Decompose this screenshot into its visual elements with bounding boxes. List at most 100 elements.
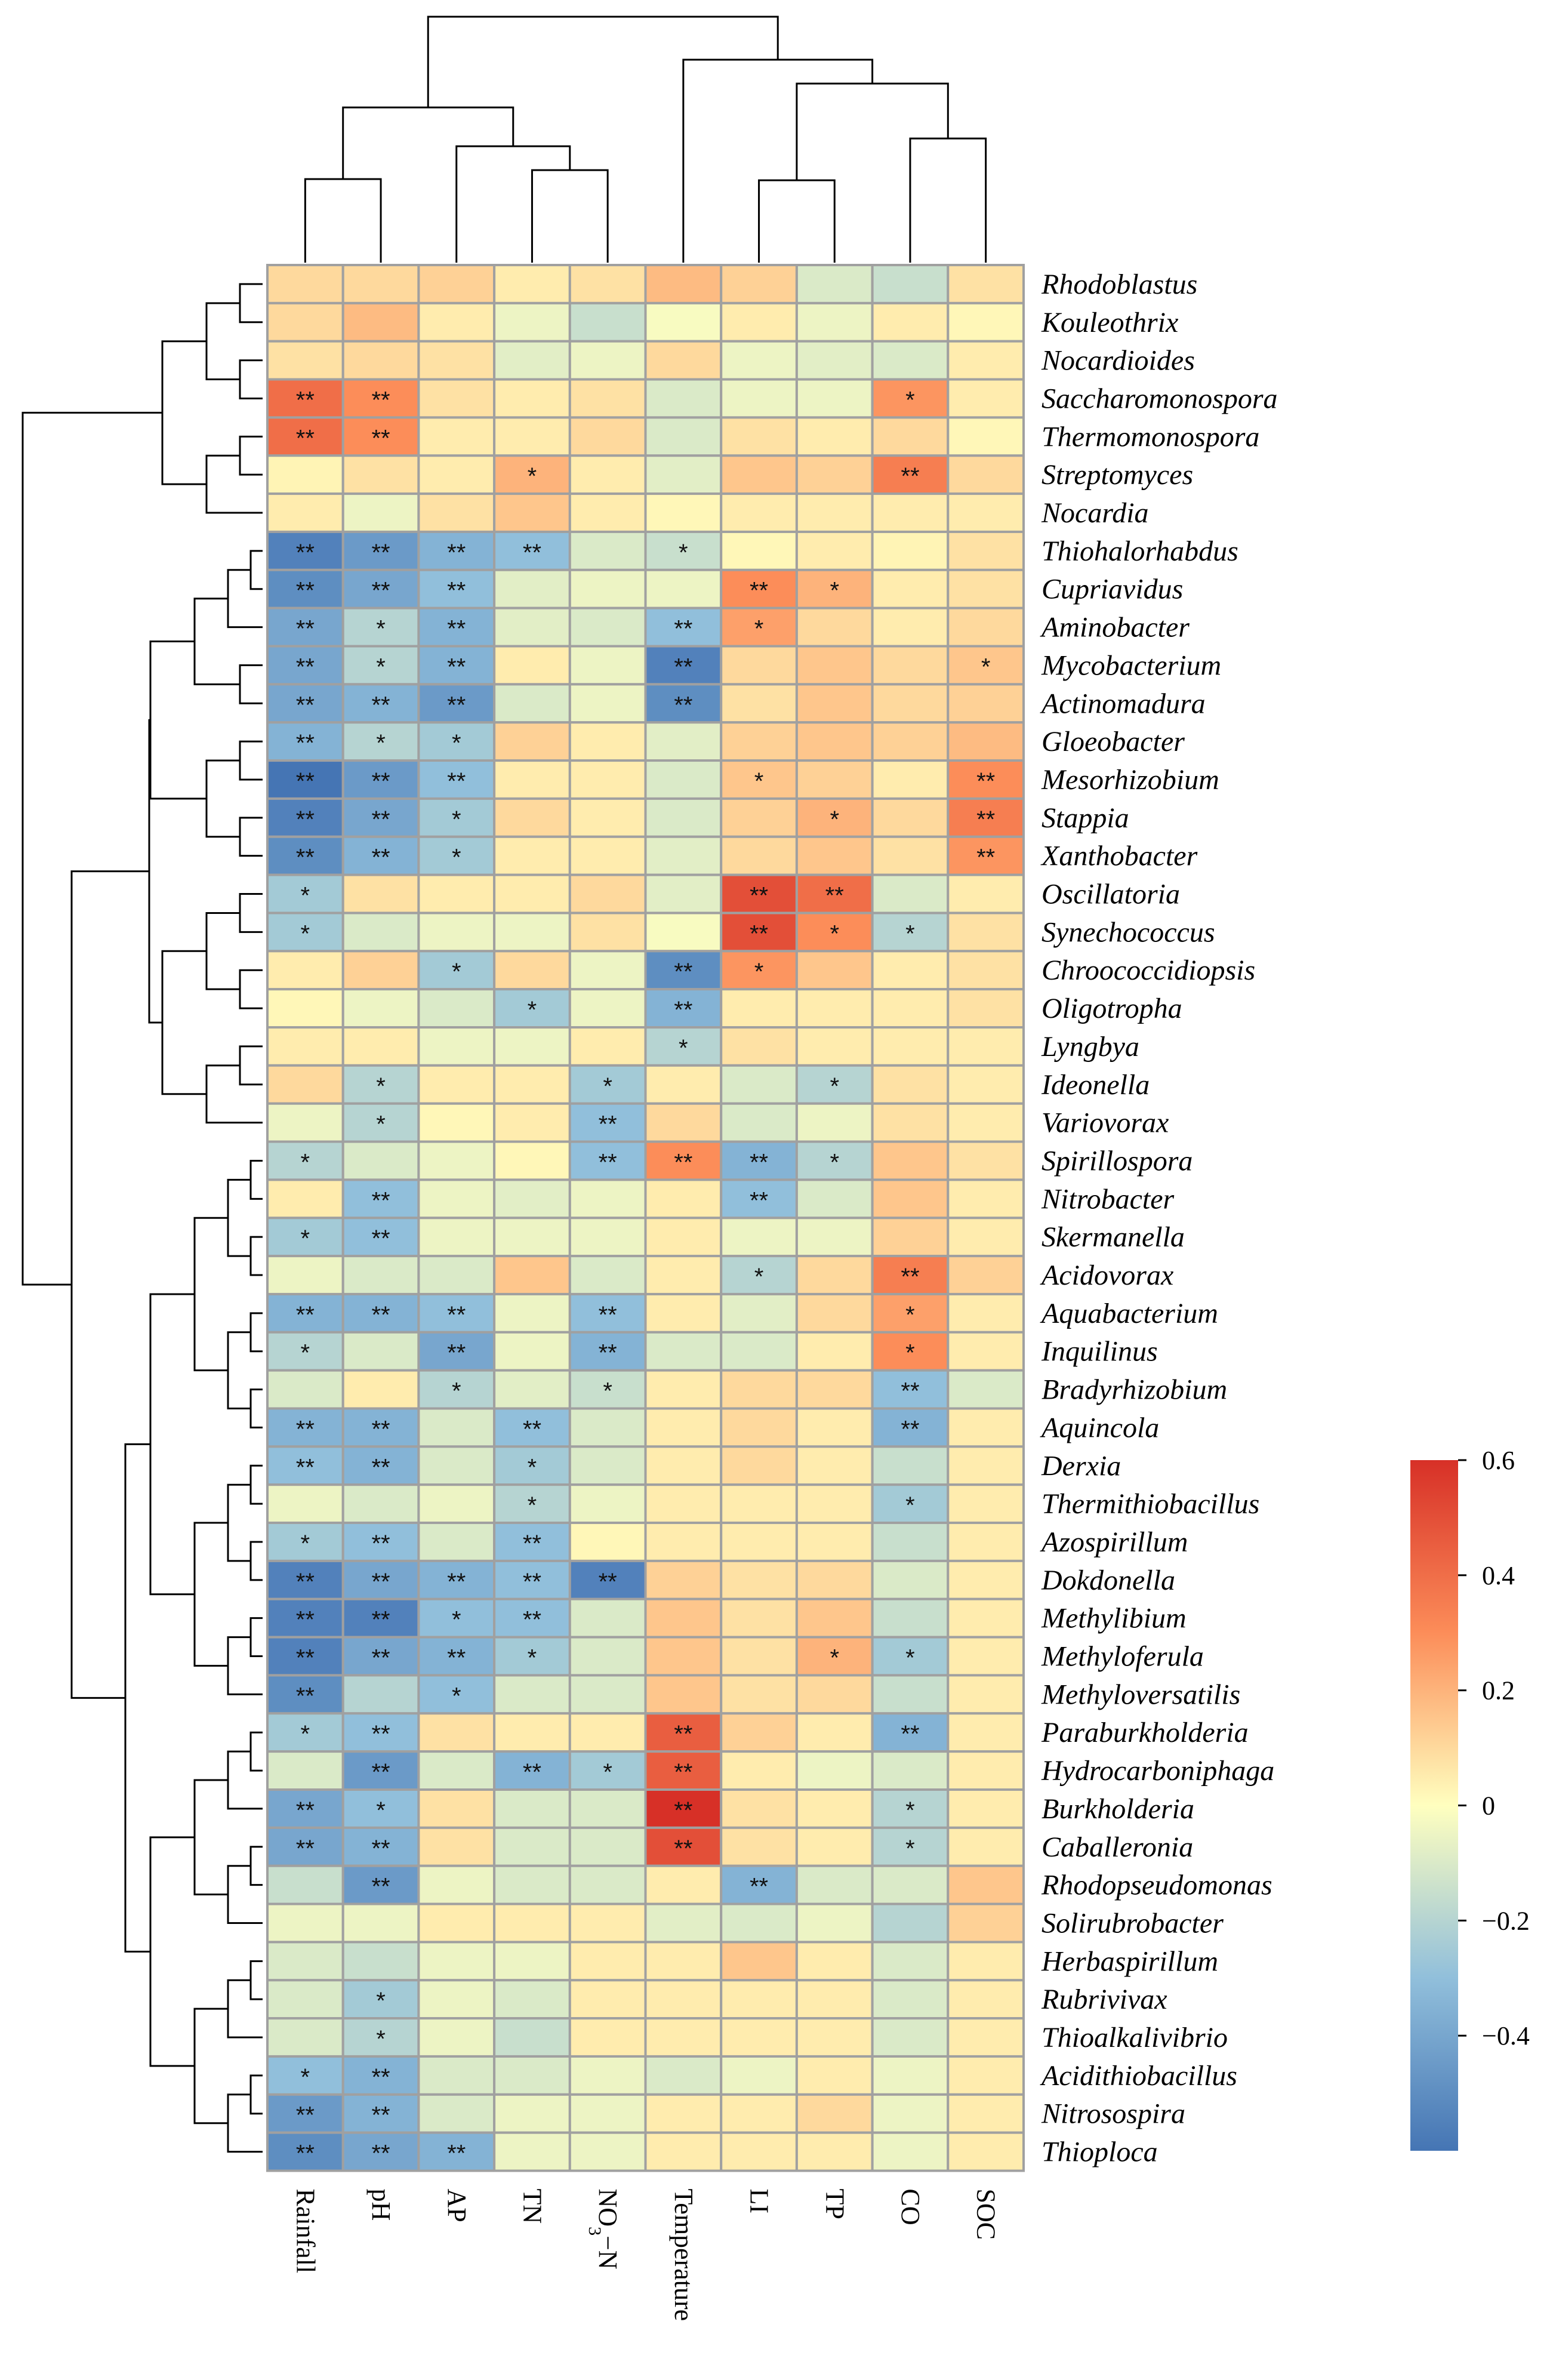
heatmap-cell: [871, 1217, 950, 1258]
row-label: Saccharomonospora: [1042, 383, 1278, 414]
heatmap-cell: [568, 568, 647, 609]
heatmap-cell: [795, 1522, 874, 1562]
significance-mark: *: [905, 920, 915, 947]
significance-mark: *: [452, 959, 461, 985]
heatmap-cell: [568, 1788, 647, 1829]
heatmap-cell: [871, 797, 950, 838]
significance-mark: **: [976, 845, 995, 871]
dendrogram-branch: [239, 1045, 263, 1086]
heatmap-cell: [341, 1255, 420, 1295]
heatmap-cell: [795, 1217, 874, 1258]
heatmap-cell: [795, 797, 874, 838]
heatmap-cell: [341, 721, 420, 762]
dendrogram-branch: [531, 169, 609, 263]
significance-mark: *: [376, 1797, 386, 1824]
significance-mark: **: [296, 425, 315, 451]
column-label: TP: [820, 2189, 849, 2219]
heatmap-cell: [568, 1217, 647, 1258]
heatmap-cell: [266, 1483, 344, 1525]
significance-mark: *: [528, 463, 537, 489]
heatmap-cell: [871, 1674, 950, 1715]
row-label: Stappia: [1042, 802, 1129, 834]
heatmap-cell: [568, 2131, 647, 2172]
heatmap-cell: [341, 2017, 420, 2058]
significance-mark: **: [371, 425, 390, 451]
heatmap-cell: [795, 264, 874, 304]
significance-mark: **: [371, 1302, 390, 1328]
heatmap-cell: [871, 301, 950, 343]
heatmap-cell: [266, 1864, 344, 1905]
heatmap-cell: [568, 1902, 647, 1944]
row-label: Derxia: [1041, 1450, 1121, 1482]
significance-mark: **: [447, 540, 466, 566]
row-label: Hydrocarboniphaga: [1041, 1755, 1274, 1787]
heatmap-cell: [871, 1597, 950, 1639]
dendrogram-branch: [249, 1846, 263, 1886]
dendrogram-branch: [239, 435, 263, 476]
heatmap-cell: [947, 378, 1025, 419]
heatmap-cell: [644, 1407, 723, 1448]
row-label: Thermomonospora: [1042, 421, 1259, 452]
heatmap-cell: [266, 1902, 344, 1944]
heatmap-cell: [493, 1064, 571, 1105]
heatmap-cell: [947, 340, 1025, 381]
significance-mark: *: [452, 730, 461, 756]
heatmap-cell: [493, 378, 571, 419]
heatmap-cell: [720, 301, 798, 343]
heatmap-cell: [493, 950, 571, 991]
significance-mark: **: [371, 578, 390, 604]
heatmap-cell: [644, 2017, 723, 2058]
row-label: Rhodoblastus: [1041, 269, 1197, 300]
significance-mark: **: [371, 692, 390, 718]
heatmap-cell: [795, 2093, 874, 2134]
heatmap-cell: [493, 1178, 571, 1220]
significance-mark: **: [371, 1759, 390, 1785]
heatmap-cell: [947, 1522, 1025, 1562]
column-label: LI: [745, 2189, 774, 2214]
heatmap-cell: [795, 301, 874, 343]
heatmap-cell: [795, 1750, 874, 1791]
heatmap-cell: [568, 1597, 647, 1639]
heatmap-cell: [568, 2093, 647, 2134]
dendrogram-branch: [427, 16, 779, 107]
heatmap-cell: [720, 264, 798, 304]
row-label: Methyloferula: [1041, 1641, 1204, 1673]
significance-mark: **: [447, 692, 466, 718]
heatmap-cell: [341, 1597, 420, 1639]
heatmap-cell: [493, 1636, 571, 1677]
significance-mark: **: [296, 616, 315, 642]
heatmap-cell: [947, 950, 1025, 991]
significance-mark: **: [296, 540, 315, 566]
heatmap-cell: [720, 1902, 798, 1944]
heatmap-cell: [644, 683, 723, 724]
heatmap-cell: [947, 2017, 1025, 2058]
heatmap-cell: [266, 721, 344, 762]
heatmap-cell: [341, 1140, 420, 1181]
heatmap-cell: [341, 1331, 420, 1372]
significance-mark: *: [754, 616, 764, 642]
row-label: Caballeronia: [1042, 1831, 1193, 1863]
heatmap-cell: [493, 1483, 571, 1525]
significance-mark: *: [905, 1302, 915, 1328]
heatmap-cell: [417, 835, 496, 876]
dendrogram-branch: [149, 1836, 195, 2067]
heatmap-cell: [871, 683, 950, 724]
significance-mark: **: [447, 1340, 466, 1366]
heatmap-cell: [266, 1750, 344, 1791]
heatmap-cell: [644, 1064, 723, 1105]
row-label: Herbaspirillum: [1041, 1945, 1218, 1977]
significance-mark: *: [754, 768, 764, 795]
heatmap-cell: [871, 1864, 950, 1905]
significance-mark: **: [296, 768, 315, 795]
heatmap-cell: [493, 1941, 571, 1982]
significance-mark: *: [376, 1112, 386, 1138]
significance-mark: **: [371, 2102, 390, 2129]
heatmap-cell: [341, 1826, 420, 1867]
heatmap-cell: [720, 378, 798, 419]
significance-mark: *: [603, 1073, 612, 1100]
significance-mark: *: [830, 578, 839, 604]
significance-mark: **: [447, 654, 466, 680]
heatmap-cell: [795, 1712, 874, 1753]
heatmap-cell: [568, 1864, 647, 1905]
heatmap-cell: [720, 2131, 798, 2172]
